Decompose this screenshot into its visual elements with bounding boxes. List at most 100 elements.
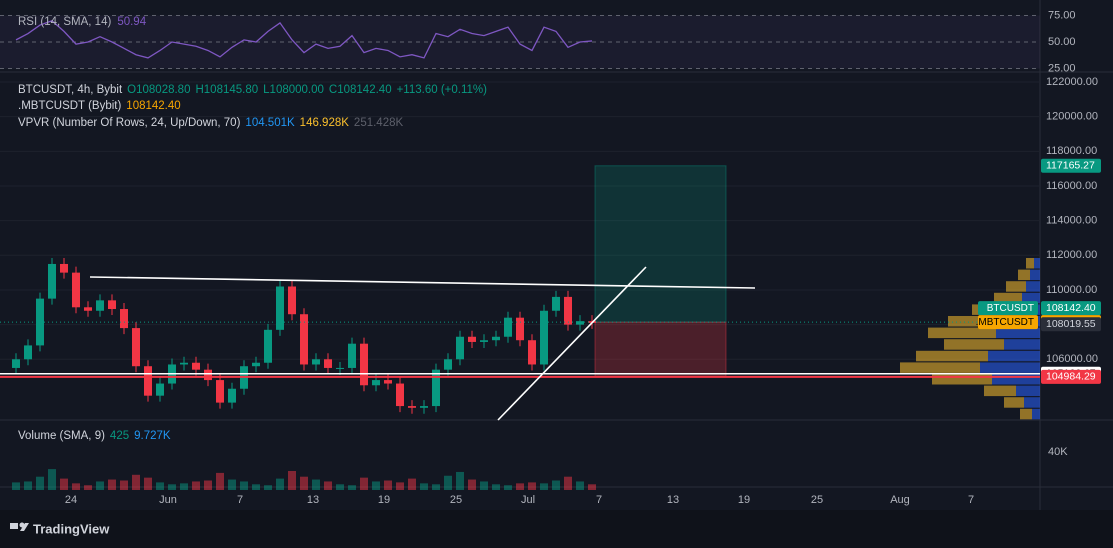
candle bbox=[420, 406, 428, 408]
candle bbox=[576, 321, 584, 325]
volume-bar bbox=[192, 481, 200, 490]
footer-bar bbox=[0, 510, 1113, 548]
volume-bar bbox=[264, 485, 272, 490]
legend-part: O108028.80 bbox=[127, 84, 190, 96]
trend-line bbox=[89, 276, 756, 289]
volume-bar bbox=[96, 481, 104, 490]
candle bbox=[72, 272, 80, 308]
price-tick-label: 120000.00 bbox=[1046, 111, 1098, 123]
time-tick-label: 7 bbox=[968, 494, 974, 506]
vpvr-up bbox=[1034, 258, 1040, 269]
volume-bar bbox=[180, 483, 188, 490]
candle bbox=[540, 310, 548, 365]
vpvr-up bbox=[992, 374, 1040, 385]
price-tag-label: 117165.27 bbox=[1046, 160, 1095, 172]
candle bbox=[468, 336, 476, 342]
legend-part: L108000.00 bbox=[263, 84, 324, 96]
candle bbox=[180, 362, 188, 365]
candle bbox=[480, 340, 488, 342]
symbol-tag-label: .MBTCUSDT bbox=[976, 317, 1034, 328]
volume-bar bbox=[456, 471, 464, 490]
legend: BTCUSDT, 4h, Bybit O108028.80 H108145.80 L1… bbox=[18, 84, 487, 96]
time-tick-label: Aug bbox=[890, 494, 910, 506]
volume-bar bbox=[120, 480, 128, 490]
volume-bar bbox=[528, 482, 536, 490]
legend-part: H108145.80 bbox=[195, 84, 258, 96]
volume-bar bbox=[492, 484, 500, 490]
volume-bar bbox=[324, 481, 332, 490]
volume-tick-label: 40K bbox=[1048, 446, 1068, 458]
volume-bar bbox=[228, 479, 236, 490]
candle bbox=[432, 369, 440, 407]
volume-bar bbox=[168, 484, 176, 490]
candle bbox=[564, 296, 572, 325]
candle bbox=[252, 362, 260, 367]
price-tag-label: 108019.55 bbox=[1046, 318, 1096, 330]
logo-text: TradingView bbox=[33, 521, 110, 536]
legend: .MBTCUSDT (Bybit) 108142.40 bbox=[18, 100, 181, 112]
rsi-line bbox=[15, 20, 593, 59]
vpvr-up bbox=[1016, 385, 1040, 397]
vpvr-down bbox=[944, 339, 1004, 350]
logo-mark bbox=[20, 523, 29, 531]
volume-bar bbox=[84, 485, 92, 490]
candle bbox=[516, 317, 524, 341]
price-tick-label: 118000.00 bbox=[1046, 145, 1097, 157]
price-tag bbox=[1041, 369, 1101, 384]
legend-part: 146.928K bbox=[300, 117, 350, 129]
price-tag bbox=[1041, 317, 1101, 332]
vpvr-down bbox=[1006, 281, 1026, 292]
vpvr-up bbox=[1024, 397, 1040, 408]
volume-bar bbox=[432, 484, 440, 490]
volume-bar bbox=[360, 477, 368, 490]
stop-zone bbox=[594, 321, 727, 378]
volume-bar bbox=[276, 478, 284, 490]
volume-bar bbox=[300, 476, 308, 490]
volume-bar bbox=[48, 469, 56, 490]
volume-bar bbox=[384, 480, 392, 490]
candle bbox=[384, 380, 392, 384]
volume-bar bbox=[420, 483, 428, 490]
volume-bar bbox=[24, 481, 32, 490]
vpvr-up bbox=[1022, 292, 1040, 304]
legend-part: BTCUSDT, 4h, Bybit bbox=[18, 84, 123, 96]
volume-bar bbox=[480, 481, 488, 490]
price-tag-label: 108142.40 bbox=[1046, 302, 1096, 314]
legend-part: 425 bbox=[110, 430, 129, 442]
symbol-tag bbox=[978, 301, 1038, 316]
price-tick-label: 112000.00 bbox=[1046, 249, 1097, 261]
candle bbox=[156, 383, 164, 396]
candle bbox=[216, 380, 224, 403]
candle bbox=[144, 366, 152, 396]
legend-part: +113.60 (+0.11%) bbox=[397, 84, 488, 96]
volume-bar bbox=[564, 476, 572, 490]
vpvr-down bbox=[932, 374, 992, 385]
volume-bar bbox=[156, 482, 164, 490]
logo[interactable]: TradingView bbox=[10, 521, 110, 536]
legend-part: RSI (14, SMA, 14) bbox=[18, 16, 111, 28]
vpvr-down bbox=[994, 292, 1022, 304]
candle bbox=[48, 263, 56, 299]
candle bbox=[228, 388, 236, 403]
price-tag-label: 104984.29 bbox=[1046, 371, 1096, 383]
vpvr-down bbox=[984, 385, 1016, 397]
legend-part: C108142.40 bbox=[329, 84, 392, 96]
volume-bar bbox=[312, 479, 320, 490]
legend: VPVR (Number Of Rows, 24, Up/Down, 70) 10… bbox=[18, 117, 403, 129]
vpvr-up bbox=[1032, 408, 1040, 420]
candle bbox=[528, 340, 536, 365]
candle bbox=[504, 317, 512, 337]
volume-bar bbox=[336, 484, 344, 490]
candle bbox=[336, 367, 344, 369]
volume-bar bbox=[540, 483, 548, 490]
time-tick-label: 13 bbox=[307, 494, 319, 506]
legend-part: 104.501K bbox=[245, 117, 295, 129]
volume-bar bbox=[372, 481, 380, 490]
volume-bar bbox=[408, 478, 416, 490]
vpvr-down bbox=[948, 316, 1000, 327]
candle bbox=[360, 343, 368, 386]
rsi-tick-label: 50.00 bbox=[1048, 36, 1076, 48]
volume-bar bbox=[516, 483, 524, 490]
candle bbox=[372, 380, 380, 386]
